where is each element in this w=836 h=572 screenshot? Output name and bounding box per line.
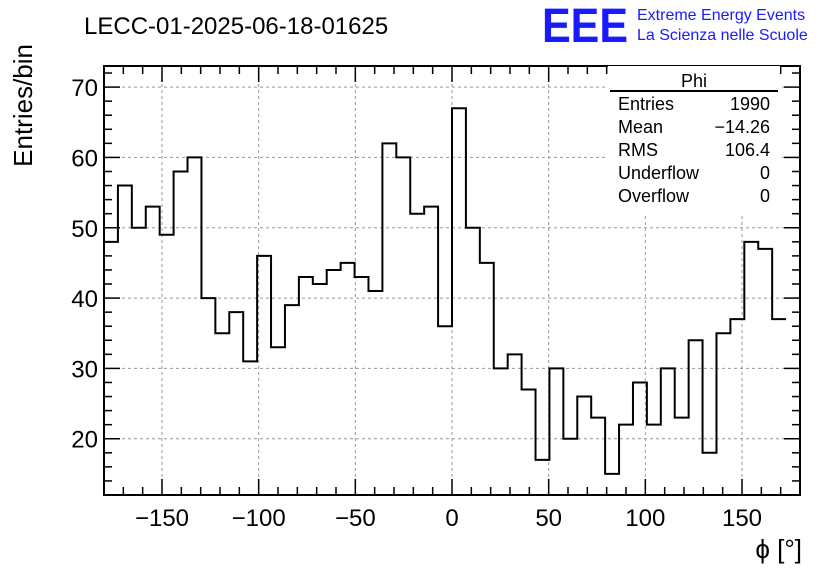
y-tick-label: 40 [71, 286, 98, 313]
y-tick-label: 60 [71, 145, 98, 172]
y-tick-label: 30 [71, 356, 98, 383]
x-tick-label: −150 [135, 505, 189, 532]
stats-row-label: Overflow [618, 186, 690, 206]
stats-row-value: −14.26 [714, 117, 770, 137]
x-tick-label: 100 [625, 505, 665, 532]
stats-row-label: RMS [618, 140, 658, 160]
stats-row-label: Entries [618, 94, 674, 114]
stats-row-label: Underflow [618, 163, 700, 183]
chart-title: LECC-01-2025-06-18-01625 [84, 13, 388, 40]
axis-ticks [103, 66, 801, 495]
y-axis-label: Entries/bin [8, 44, 38, 167]
x-tick-labels: −150 −100 −50 0 50 100 150 [135, 505, 762, 532]
stats-row-value: 106.4 [725, 140, 770, 160]
x-tick-label: 150 [722, 505, 762, 532]
histogram-series [104, 107, 787, 475]
stats-row-value: 1990 [730, 94, 770, 114]
y-tick-labels: 20 30 40 50 60 70 [71, 75, 98, 454]
brand-line-2: La Scienza nelle Scuole [637, 27, 808, 44]
y-tick-label: 70 [71, 75, 98, 102]
stats-row-label: Mean [618, 117, 663, 137]
x-tick-label: 0 [445, 505, 458, 532]
y-tick-label: 50 [71, 216, 98, 243]
stats-row-value: 0 [760, 163, 770, 183]
y-tick-label: 20 [71, 427, 98, 454]
x-axis-label: ϕ [°] [755, 534, 802, 564]
stats-row-value: 0 [760, 186, 770, 206]
x-tick-label: −50 [335, 505, 376, 532]
x-tick-label: 50 [535, 505, 562, 532]
x-tick-label: −100 [232, 505, 286, 532]
brand-logo: EEE Extreme Energy Events La Scienza nel… [542, 0, 808, 53]
stats-title: Phi [681, 71, 707, 91]
brand-logo-text: EEE [542, 0, 628, 53]
brand-line-1: Extreme Energy Events [637, 7, 805, 24]
stats-box: Phi Entries 1990 Mean −14.26 RMS 106.4 Underfl… [608, 66, 780, 214]
